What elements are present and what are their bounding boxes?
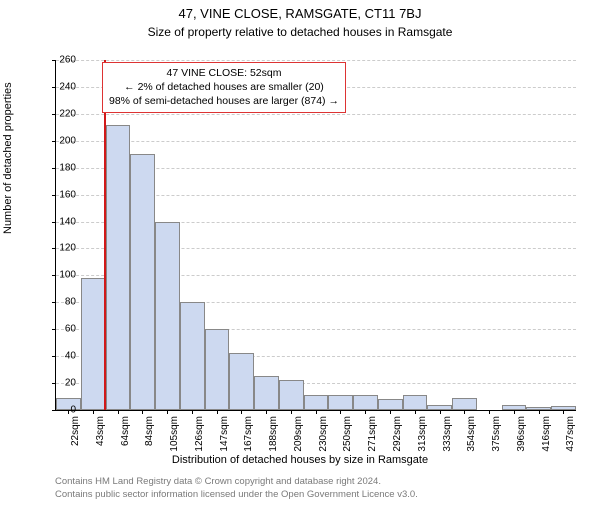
- xtick-mark: [167, 410, 168, 414]
- xtick-mark: [93, 410, 94, 414]
- histogram-bar: [81, 278, 106, 410]
- histogram-bar: [452, 398, 477, 410]
- xtick-label: 84sqm: [144, 416, 155, 446]
- page-title: 47, VINE CLOSE, RAMSGATE, CT11 7BJ: [0, 6, 600, 21]
- gridline: [56, 141, 576, 142]
- xtick-label: 250sqm: [342, 416, 353, 452]
- ytick-label: 0: [48, 405, 76, 416]
- xtick-label: 147sqm: [219, 416, 230, 452]
- xtick-label: 271sqm: [367, 416, 378, 452]
- xtick-mark: [142, 410, 143, 414]
- histogram-bar: [254, 376, 279, 410]
- gridline: [56, 60, 576, 61]
- ytick-label: 260: [48, 55, 76, 66]
- xtick-mark: [464, 410, 465, 414]
- gridline: [56, 114, 576, 115]
- xtick-mark: [365, 410, 366, 414]
- xtick-mark: [340, 410, 341, 414]
- ytick-label: 80: [48, 297, 76, 308]
- page-subtitle: Size of property relative to detached ho…: [0, 25, 600, 39]
- xtick-mark: [316, 410, 317, 414]
- xtick-mark: [118, 410, 119, 414]
- xtick-label: 333sqm: [442, 416, 453, 452]
- histogram-bar: [229, 353, 254, 410]
- ytick-label: 120: [48, 243, 76, 254]
- plot-area: 47 VINE CLOSE: 52sqm ← 2% of detached ho…: [55, 60, 576, 411]
- ytick-label: 20: [48, 378, 76, 389]
- ytick-label: 180: [48, 162, 76, 173]
- ytick-label: 140: [48, 216, 76, 227]
- ytick-label: 40: [48, 351, 76, 362]
- xtick-label: 126sqm: [194, 416, 205, 452]
- xtick-label: 22sqm: [70, 416, 81, 446]
- annotation-line1: 47 VINE CLOSE: 52sqm: [167, 67, 282, 79]
- y-axis-label: Number of detached properties: [2, 82, 14, 234]
- xtick-label: 167sqm: [243, 416, 254, 452]
- xtick-label: 64sqm: [120, 416, 131, 446]
- xtick-label: 292sqm: [392, 416, 403, 452]
- xtick-label: 375sqm: [491, 416, 502, 452]
- x-axis-label: Distribution of detached houses by size …: [0, 454, 600, 466]
- chart-container: Number of detached properties 47 VINE CL…: [0, 54, 600, 454]
- xtick-mark: [415, 410, 416, 414]
- xtick-mark: [440, 410, 441, 414]
- footer-line2: Contains public sector information licen…: [55, 489, 418, 500]
- xtick-mark: [489, 410, 490, 414]
- xtick-label: 188sqm: [268, 416, 279, 452]
- histogram-bar: [130, 154, 155, 410]
- xtick-mark: [241, 410, 242, 414]
- xtick-mark: [563, 410, 564, 414]
- annotation-line3: 98% of semi-detached houses are larger (…: [109, 95, 339, 107]
- xtick-label: 43sqm: [95, 416, 106, 446]
- histogram-bar: [304, 395, 329, 410]
- histogram-bar: [328, 395, 353, 410]
- ytick-label: 240: [48, 81, 76, 92]
- annotation-box: 47 VINE CLOSE: 52sqm ← 2% of detached ho…: [102, 62, 346, 113]
- annotation-line2: ← 2% of detached houses are smaller (20): [124, 81, 324, 93]
- footer-line1: Contains HM Land Registry data © Crown c…: [55, 476, 381, 487]
- ytick-label: 100: [48, 270, 76, 281]
- histogram-bar: [106, 125, 131, 410]
- xtick-mark: [390, 410, 391, 414]
- xtick-label: 396sqm: [516, 416, 527, 452]
- xtick-label: 209sqm: [293, 416, 304, 452]
- ytick-label: 220: [48, 108, 76, 119]
- xtick-mark: [514, 410, 515, 414]
- histogram-bar: [403, 395, 428, 410]
- histogram-bar: [353, 395, 378, 410]
- footer-attribution: Contains HM Land Registry data © Crown c…: [55, 476, 418, 502]
- xtick-label: 354sqm: [466, 416, 477, 452]
- xtick-label: 105sqm: [169, 416, 180, 452]
- xtick-label: 437sqm: [565, 416, 576, 452]
- ytick-label: 60: [48, 324, 76, 335]
- ytick-label: 200: [48, 135, 76, 146]
- histogram-bar: [279, 380, 304, 410]
- histogram-bar: [155, 222, 180, 410]
- xtick-mark: [217, 410, 218, 414]
- xtick-mark: [291, 410, 292, 414]
- xtick-label: 313sqm: [417, 416, 428, 452]
- xtick-label: 230sqm: [318, 416, 329, 452]
- xtick-mark: [539, 410, 540, 414]
- histogram-bar: [378, 399, 403, 410]
- xtick-mark: [192, 410, 193, 414]
- xtick-mark: [266, 410, 267, 414]
- histogram-bar: [180, 302, 205, 410]
- ytick-label: 160: [48, 189, 76, 200]
- xtick-label: 416sqm: [541, 416, 552, 452]
- histogram-bar: [205, 329, 230, 410]
